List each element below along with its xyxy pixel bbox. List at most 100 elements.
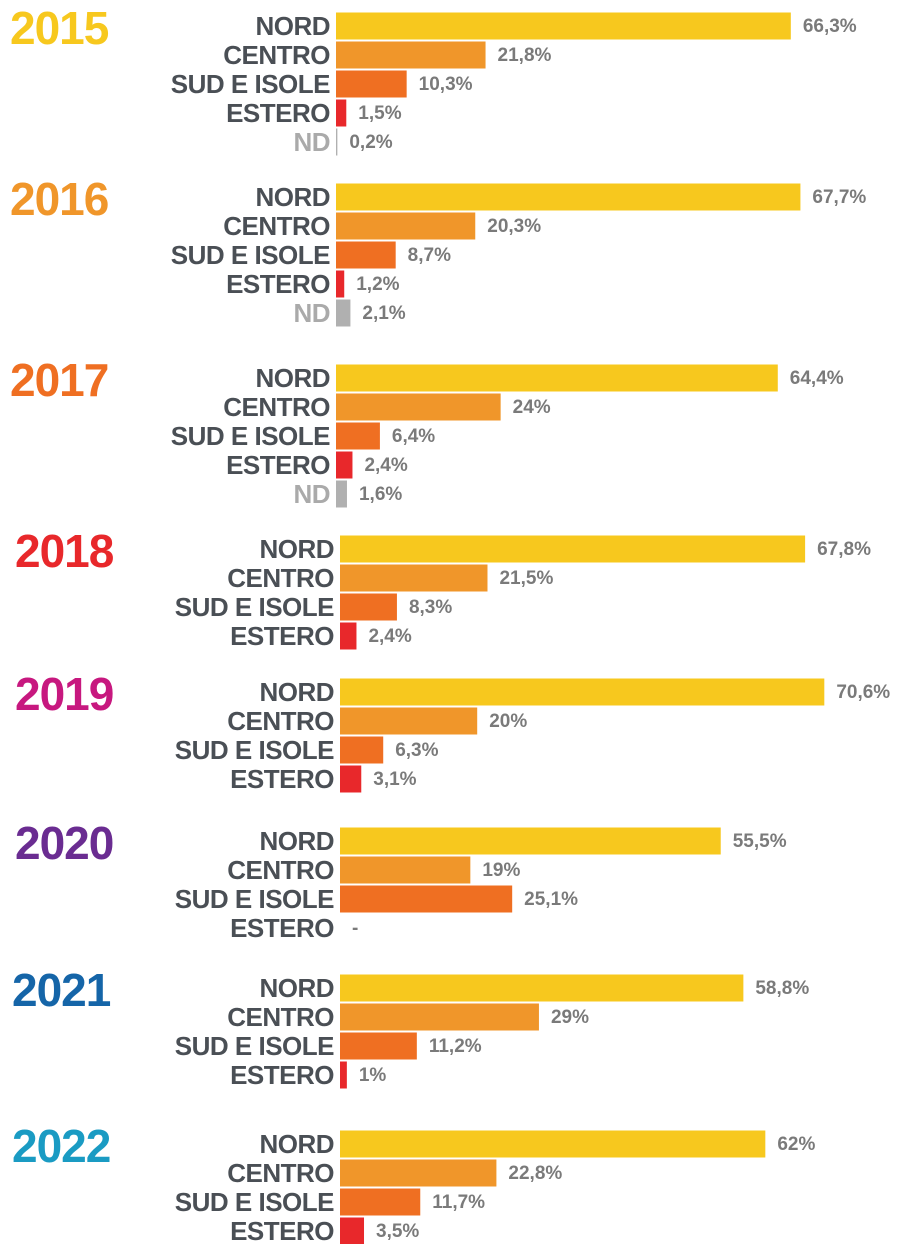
category-label: SUD E ISOLE — [175, 1031, 334, 1061]
bar — [336, 70, 407, 98]
value-label: 2,4% — [368, 626, 411, 647]
year-title: 2018 — [15, 525, 114, 577]
bar — [336, 41, 486, 69]
category-label: ESTERO — [226, 98, 330, 128]
value-label: 11,7% — [432, 1192, 485, 1213]
value-label: 3,1% — [373, 769, 416, 790]
bar — [340, 707, 478, 735]
category-label: ND — [293, 298, 330, 328]
bar — [336, 451, 353, 479]
bar — [340, 1061, 347, 1089]
category-label: NORD — [255, 182, 330, 212]
year-title: 2017 — [10, 354, 108, 406]
bar — [336, 99, 347, 127]
bar — [340, 856, 471, 884]
bar — [336, 393, 501, 421]
value-label: 11,2% — [429, 1036, 482, 1057]
bar — [340, 622, 357, 650]
value-label: 67,7% — [812, 187, 866, 208]
bar — [340, 765, 362, 793]
category-label: ND — [293, 479, 330, 509]
year-title: 2016 — [10, 173, 108, 225]
category-label: SUD E ISOLE — [171, 69, 330, 99]
bar — [340, 974, 744, 1002]
category-label: CENTRO — [227, 563, 334, 593]
category-label: SUD E ISOLE — [175, 592, 334, 622]
category-label: SUD E ISOLE — [175, 1187, 334, 1217]
category-label: NORD — [255, 363, 330, 393]
value-label: 22,8% — [508, 1163, 562, 1184]
category-label: ESTERO — [230, 764, 334, 794]
value-label: 62% — [777, 1134, 815, 1155]
bar — [340, 1032, 417, 1060]
value-label: 10,3% — [419, 74, 473, 95]
value-label: - — [352, 918, 358, 939]
bar — [340, 885, 513, 913]
bar — [336, 299, 351, 327]
category-label: CENTRO — [223, 211, 330, 241]
value-label: 21,5% — [499, 568, 553, 589]
value-label: 1,6% — [359, 484, 402, 505]
category-label: SUD E ISOLE — [175, 884, 334, 914]
year-title: 2020 — [15, 817, 113, 869]
category-label: NORD — [259, 677, 334, 707]
year-title: 2022 — [12, 1120, 110, 1172]
year-title: 2015 — [10, 2, 109, 54]
category-label: ESTERO — [230, 1216, 334, 1244]
value-label: 21,8% — [498, 45, 552, 66]
bar — [340, 827, 721, 855]
value-label: 8,7% — [408, 245, 451, 266]
value-label: 3,5% — [376, 1221, 419, 1242]
bar — [340, 1217, 365, 1244]
category-label: NORD — [259, 534, 334, 564]
category-label: NORD — [259, 826, 334, 856]
category-label: ESTERO — [226, 269, 330, 299]
value-label: 20,3% — [487, 216, 541, 237]
category-label: NORD — [259, 1129, 334, 1159]
bar — [336, 480, 347, 508]
value-label: 24% — [513, 397, 551, 418]
category-label: ESTERO — [226, 450, 330, 480]
value-label: 20% — [489, 711, 527, 732]
value-label: 6,3% — [395, 740, 438, 761]
value-label: 0,2% — [349, 132, 392, 153]
category-label: CENTRO — [227, 855, 334, 885]
category-label: ESTERO — [230, 913, 334, 943]
category-label: SUD E ISOLE — [171, 240, 330, 270]
bar — [340, 1159, 497, 1187]
category-label: SUD E ISOLE — [171, 421, 330, 451]
bar — [336, 270, 345, 298]
category-label: CENTRO — [227, 1158, 334, 1188]
value-label: 19% — [482, 860, 520, 881]
value-label: 6,4% — [392, 426, 435, 447]
value-label: 2,4% — [364, 455, 407, 476]
category-label: CENTRO — [227, 706, 334, 736]
value-label: 55,5% — [733, 831, 787, 852]
bar — [336, 241, 396, 269]
value-label: 2,1% — [362, 303, 405, 324]
year-title: 2019 — [15, 668, 113, 720]
bar — [340, 535, 806, 563]
category-label: CENTRO — [227, 1002, 334, 1032]
category-label: NORD — [259, 973, 334, 1003]
bar — [336, 212, 476, 240]
bar — [340, 1003, 539, 1031]
bar — [340, 678, 825, 706]
category-label: CENTRO — [223, 40, 330, 70]
value-label: 25,1% — [524, 889, 578, 910]
category-label: SUD E ISOLE — [175, 735, 334, 765]
bar — [336, 183, 801, 211]
bar — [340, 593, 397, 621]
year-title: 2021 — [12, 964, 111, 1016]
bar — [340, 1188, 421, 1216]
bar — [340, 564, 488, 592]
value-label: 67,8% — [817, 539, 871, 560]
bar — [336, 422, 380, 450]
bar — [336, 364, 778, 392]
value-label: 66,3% — [803, 16, 857, 37]
bar — [336, 12, 791, 40]
bar — [336, 128, 338, 156]
value-label: 64,4% — [790, 368, 844, 389]
value-label: 1,2% — [356, 274, 399, 295]
